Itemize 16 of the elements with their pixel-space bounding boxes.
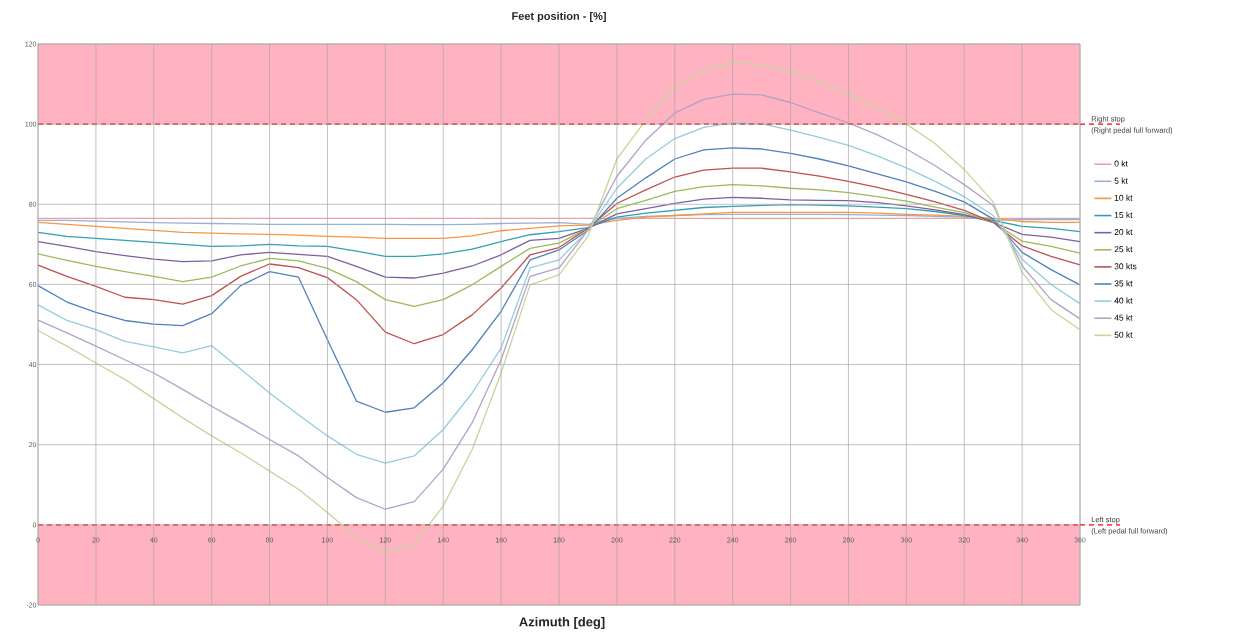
line-series xyxy=(37,167,1081,345)
legend-label: 15 kt xyxy=(1114,211,1133,218)
legend-label: 5 kt xyxy=(1114,177,1128,184)
legend-label: 35 kt xyxy=(1114,280,1133,287)
legend-label: 10 kt xyxy=(1114,194,1133,201)
legend-label: 30 kts xyxy=(1114,263,1137,270)
x-axis-title: Azimuth [deg] xyxy=(519,616,605,630)
legend-label: 50 kt xyxy=(1114,331,1133,338)
line-series xyxy=(37,147,1081,413)
legend-label: 40 kt xyxy=(1114,297,1133,304)
legend-label: 20 kt xyxy=(1114,228,1133,236)
legend-label: 45 kt xyxy=(1114,314,1133,321)
line-series xyxy=(37,184,1081,308)
legend-label: 25 kt xyxy=(1114,245,1133,253)
legend-label: 0 kt xyxy=(1114,160,1128,167)
chart-title: Feet position - [%] xyxy=(512,11,606,23)
